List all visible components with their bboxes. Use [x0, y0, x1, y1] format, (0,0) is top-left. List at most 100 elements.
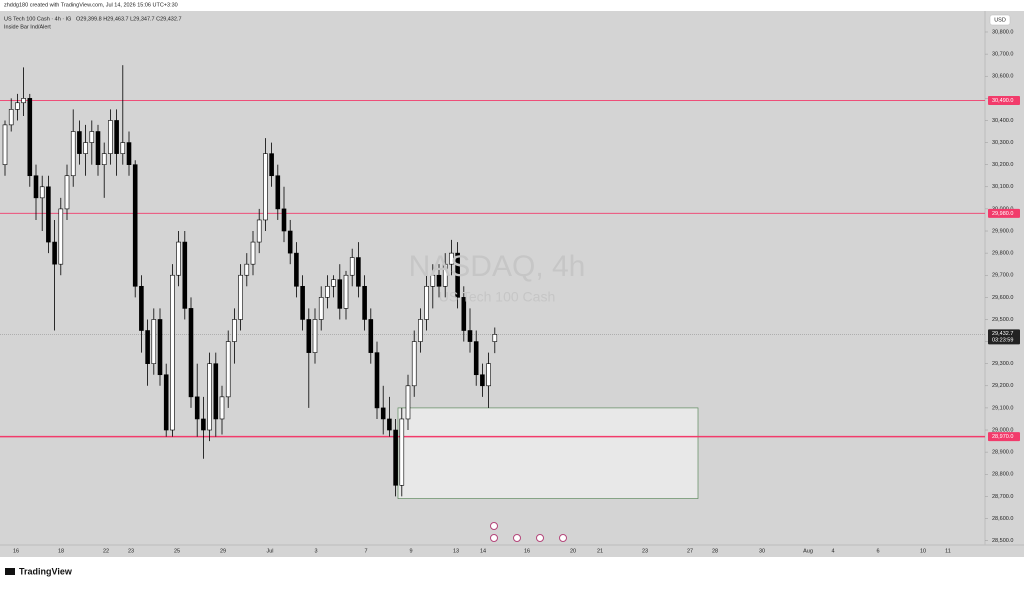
- x-tick-label: 27: [687, 548, 693, 554]
- candle-body: [2, 124, 8, 165]
- x-tick-label: Aug: [803, 548, 813, 554]
- candle-body: [207, 363, 212, 431]
- candle-body: [356, 257, 361, 287]
- x-tick-label: 14: [480, 548, 486, 554]
- candle-body: [8, 109, 14, 126]
- candle-body: [430, 274, 436, 287]
- y-tick-label: 29,200.0: [992, 383, 1013, 389]
- candle-body: [405, 385, 411, 420]
- candle-body: [362, 285, 367, 320]
- candle-body: [349, 257, 355, 276]
- candle-body: [101, 153, 107, 165]
- currency-box[interactable]: [989, 14, 1011, 26]
- x-tick-label: 21: [597, 548, 603, 554]
- candle-body: [492, 334, 498, 342]
- candle-body: [188, 308, 194, 398]
- candle-body: [70, 131, 76, 177]
- candle-body: [275, 175, 281, 210]
- x-tick-label: 29: [220, 548, 226, 554]
- candle-body: [325, 285, 330, 298]
- y-tick-label: 28,800.0: [992, 472, 1013, 478]
- candle-body: [449, 252, 454, 265]
- x-tick-label: 18: [58, 548, 64, 554]
- y-tick-label: 30,700.0: [992, 52, 1013, 58]
- candle-body: [232, 319, 237, 342]
- y-tick-label: 28,500.0: [992, 538, 1013, 544]
- candle-body: [461, 297, 467, 331]
- ohlc-text: O29,399.8 H29,463.7 L29,347.7 C29,432.7: [76, 16, 182, 22]
- candle-body: [393, 429, 398, 486]
- candle-body: [306, 319, 312, 353]
- candle-body: [201, 418, 206, 431]
- watermark: NASDAQ, 4h: [409, 250, 586, 283]
- level-label: 28,970.0: [992, 434, 1013, 440]
- candle-body: [256, 219, 262, 243]
- price-tag: [988, 329, 1020, 345]
- candle-body: [455, 252, 460, 298]
- candle-body: [244, 263, 250, 276]
- y-tick-label: 28,600.0: [992, 516, 1013, 522]
- candle-body: [170, 274, 175, 431]
- y-tick-label: 29,700.0: [992, 273, 1013, 279]
- candle-body: [89, 131, 95, 143]
- candle-body: [15, 102, 20, 110]
- candle-body: [52, 241, 57, 265]
- candle-body: [480, 374, 485, 387]
- candle-body: [374, 352, 380, 409]
- candle-body: [387, 418, 392, 431]
- candle-body: [77, 131, 82, 154]
- x-tick-label: 3: [314, 548, 317, 554]
- x-tick-label: 11: [945, 548, 951, 554]
- candle-body: [467, 330, 473, 342]
- x-tick-label: 4: [831, 548, 834, 554]
- candle-body: [163, 374, 169, 431]
- candle-body: [145, 330, 150, 364]
- candle-body: [219, 396, 225, 420]
- candle-body: [473, 341, 479, 376]
- candle-body: [411, 341, 417, 387]
- x-tick-label: 7: [364, 548, 367, 554]
- candle-body: [250, 241, 256, 265]
- candle-body: [46, 186, 51, 243]
- event-icon[interactable]: [490, 534, 498, 542]
- x-tick-label: 9: [409, 548, 412, 554]
- candle-body: [294, 252, 299, 287]
- candle-body: [95, 131, 101, 165]
- y-tick-label: 30,800.0: [992, 29, 1013, 35]
- event-icon[interactable]: [536, 534, 544, 542]
- zone: [397, 407, 699, 499]
- plot: [0, 65, 985, 499]
- y-tick-label: 29,100.0: [992, 405, 1013, 411]
- candle-body: [157, 319, 163, 376]
- x-tick-label: Jul: [266, 548, 273, 554]
- y-tick-label: 30,200.0: [992, 162, 1013, 168]
- event-icon[interactable]: [490, 522, 498, 530]
- level-label: 29,980.0: [992, 211, 1013, 217]
- candle-body: [182, 241, 188, 309]
- y-tick-label: 30,300.0: [992, 140, 1013, 146]
- candle-body: [442, 263, 448, 287]
- candle-body: [312, 319, 318, 353]
- x-tick-label: 23: [642, 548, 648, 554]
- candle-body: [436, 274, 442, 287]
- candle-body: [194, 396, 200, 420]
- candle-body: [399, 418, 405, 486]
- level-label: 30,490.0: [992, 98, 1013, 104]
- candle-body: [83, 142, 88, 154]
- y-tick-label: 30,100.0: [992, 184, 1013, 190]
- event-icon[interactable]: [559, 534, 567, 542]
- indicator: Inside Bar Ind/Alert: [4, 24, 51, 30]
- price-label: 29,432.7: [992, 331, 1013, 337]
- y-tick-label: 29,600.0: [992, 295, 1013, 301]
- brand: TradingView: [19, 566, 73, 576]
- candle-body: [300, 285, 305, 320]
- y-tick-label: 29,000.0: [992, 427, 1013, 433]
- candle-body: [33, 175, 39, 199]
- candle-body: [114, 120, 119, 154]
- x-tick-label: 13: [453, 548, 459, 554]
- candle-body: [108, 120, 113, 154]
- event-icon[interactable]: [513, 534, 521, 542]
- logo: [5, 568, 15, 575]
